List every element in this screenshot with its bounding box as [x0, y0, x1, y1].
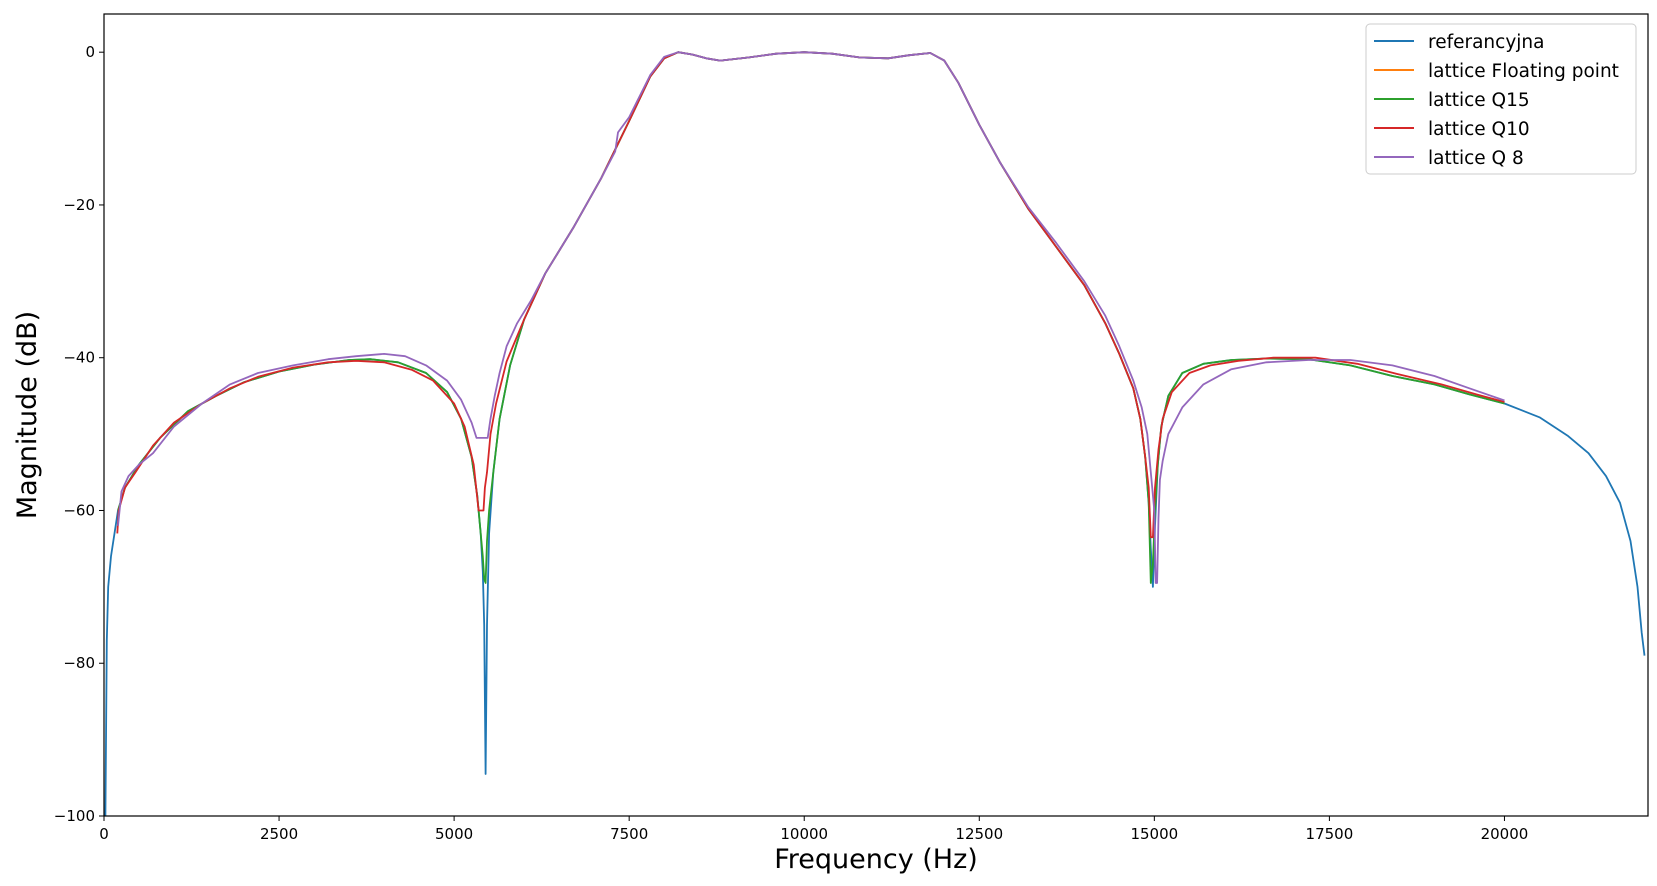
- x-tick-label: 0: [99, 825, 109, 843]
- plot-frame: [103, 13, 1649, 817]
- legend-label-3: lattice Q10: [1428, 119, 1530, 140]
- y-axis: −100 −80 −60 −40 −20 0: [54, 43, 104, 825]
- x-tick-label: 5000: [435, 825, 473, 843]
- x-tick-label: 12500: [955, 825, 1003, 843]
- y-tick-label: −100: [54, 807, 95, 825]
- series-layer: [104, 51, 1646, 816]
- x-axis-label: Frequency (Hz): [774, 844, 978, 875]
- y-tick-label: 0: [85, 43, 95, 61]
- x-tick-label: 17500: [1306, 825, 1354, 843]
- legend: referancyjna lattice Floating point lattic…: [1365, 23, 1637, 175]
- x-tick-label: 2500: [260, 825, 298, 843]
- x-tick-label: 10000: [780, 825, 828, 843]
- y-tick-label: −40: [63, 349, 95, 367]
- y-tick-label: −60: [63, 501, 95, 519]
- legend-label-0: referancyjna: [1428, 32, 1544, 53]
- legend-box: [1365, 23, 1637, 175]
- y-tick-label: −20: [63, 196, 95, 214]
- legend-label-4: lattice Q 8: [1428, 148, 1524, 169]
- x-tick-label: 7500: [610, 825, 648, 843]
- y-tick-label: −80: [63, 654, 95, 672]
- legend-label-2: lattice Q15: [1428, 90, 1530, 111]
- y-axis-label: Magnitude (dB): [12, 311, 43, 519]
- x-tick-label: 15000: [1130, 825, 1178, 843]
- legend-label-1: lattice Floating point: [1428, 61, 1619, 82]
- series-line-4: [117, 51, 1505, 584]
- x-axis: 0 2500 5000 7500 10000 12500 15000 17500 20000: [99, 816, 1528, 843]
- x-tick-label: 20000: [1481, 825, 1529, 843]
